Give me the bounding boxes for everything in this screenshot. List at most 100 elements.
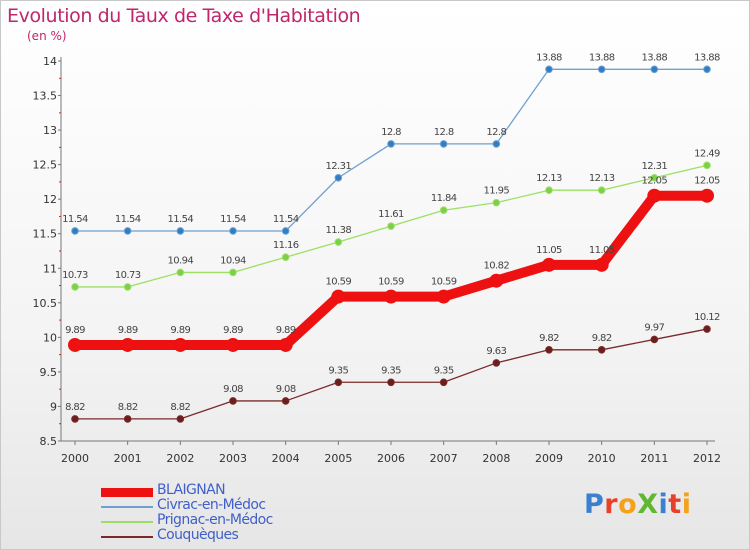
data-point [387, 140, 395, 148]
y-tick-label: 12.5 [33, 159, 58, 172]
data-label: 13.88 [642, 52, 668, 63]
data-point [489, 273, 504, 288]
legend-label: Prignac-en-Médoc [157, 512, 273, 528]
data-point [229, 268, 237, 277]
data-point [700, 188, 714, 203]
data-label: 12.8 [486, 127, 506, 138]
data-point [597, 65, 606, 74]
data-point [492, 359, 501, 367]
x-tick-label: 2003 [219, 452, 247, 465]
data-label: 11.05 [589, 245, 615, 256]
data-point [703, 161, 711, 170]
data-label: 11.38 [326, 225, 352, 236]
legend-swatch [101, 487, 153, 497]
legend-swatch [101, 521, 153, 523]
data-point [384, 289, 398, 304]
data-point [545, 346, 553, 354]
data-label: 11.54 [115, 214, 141, 225]
data-label: 12.05 [642, 176, 668, 187]
data-label: 10.59 [326, 277, 352, 288]
data-point [703, 325, 711, 333]
data-label: 9.35 [434, 365, 454, 376]
data-point [71, 283, 79, 291]
data-point [281, 227, 290, 235]
data-point [647, 188, 662, 203]
data-label: 13.88 [536, 52, 562, 63]
data-label: 9.35 [328, 365, 348, 376]
data-label: 10.73 [115, 270, 141, 281]
data-point [597, 346, 606, 354]
data-label: 9.89 [118, 325, 138, 336]
data-point [542, 257, 556, 272]
data-label: 11.61 [378, 209, 404, 220]
y-tick-label: 14 [43, 55, 57, 68]
data-label: 11.16 [273, 240, 299, 251]
data-point [123, 415, 132, 423]
data-label: 12.8 [434, 127, 454, 138]
chart-title: Evolution du Taux de Taxe d'Habitation [7, 5, 361, 27]
data-label: 10.82 [484, 261, 510, 272]
data-label: 11.54 [220, 214, 246, 225]
data-label: 10.12 [694, 312, 720, 323]
data-point [492, 198, 501, 207]
data-point [71, 227, 79, 235]
x-tick-label: 2011 [640, 452, 668, 465]
data-point [229, 227, 237, 235]
y-tick-label: 10 [43, 331, 57, 344]
legend-label: BLAIGNAN [157, 482, 226, 498]
data-label: 9.82 [539, 333, 559, 344]
data-label: 10.94 [220, 255, 246, 266]
data-label: 9.89 [170, 325, 190, 336]
y-tick-label: 9.5 [40, 366, 58, 379]
data-point [703, 65, 711, 74]
data-point [594, 257, 609, 272]
data-label: 9.63 [486, 346, 506, 357]
data-point [492, 140, 501, 148]
data-label: 10.73 [62, 270, 88, 281]
y-tick-label: 11 [43, 262, 57, 275]
data-point [334, 173, 343, 182]
data-point [226, 337, 240, 352]
x-tick-label: 2006 [377, 452, 405, 465]
data-label: 8.82 [170, 402, 190, 413]
brand-logo: ProXiti [584, 489, 692, 520]
y-tick-label: 13.5 [33, 90, 58, 103]
data-label: 9.89 [223, 325, 243, 336]
data-point [436, 289, 451, 304]
data-point [176, 415, 185, 423]
data-point [334, 378, 343, 387]
data-label: 12.8 [381, 127, 401, 138]
y-tick-label: 8.5 [40, 435, 58, 448]
data-point [71, 415, 79, 423]
y-tick-label: 10.5 [33, 297, 58, 310]
x-tick-label: 2002 [166, 452, 194, 465]
data-point [387, 222, 395, 230]
data-point [176, 268, 185, 277]
data-label: 11.84 [431, 193, 457, 204]
data-point [229, 397, 237, 405]
legend-label: Civrac-en-Médoc [157, 497, 266, 513]
y-tick-label: 13 [43, 124, 57, 137]
data-label: 12.31 [326, 161, 352, 172]
series-line [74, 68, 708, 232]
data-point [334, 238, 343, 246]
data-label: 11.54 [168, 214, 194, 225]
x-tick-label: 2005 [324, 452, 352, 465]
x-tick-label: 2004 [272, 452, 300, 465]
x-tick-label: 2009 [535, 452, 563, 465]
data-label: 13.88 [694, 52, 720, 63]
data-label: 9.89 [276, 325, 296, 336]
x-tick-label: 2001 [114, 452, 142, 465]
data-label: 12.31 [642, 161, 668, 172]
data-point [176, 227, 185, 235]
data-point [545, 186, 553, 194]
data-label: 9.08 [223, 384, 243, 395]
data-point [545, 65, 553, 74]
x-tick-label: 2010 [588, 452, 616, 465]
data-label: 10.94 [168, 255, 194, 266]
data-label: 8.82 [65, 402, 85, 413]
data-label: 11.95 [484, 186, 510, 197]
data-label: 10.59 [378, 277, 404, 288]
